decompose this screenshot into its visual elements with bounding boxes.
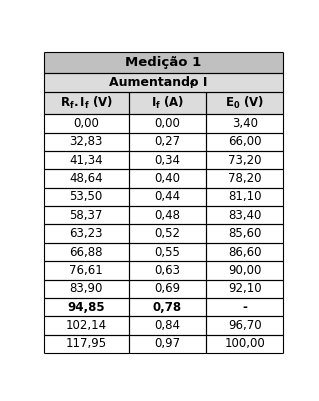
Bar <box>206 151 283 169</box>
Bar <box>44 188 129 206</box>
Text: 0,97: 0,97 <box>154 338 181 350</box>
Text: Aumentando I: Aumentando I <box>109 76 208 89</box>
Bar <box>44 206 129 225</box>
Bar <box>206 279 283 298</box>
Bar <box>206 114 283 133</box>
Bar <box>44 114 129 133</box>
Bar <box>206 243 283 261</box>
Bar <box>44 335 129 353</box>
Text: 96,70: 96,70 <box>228 319 262 332</box>
Text: 0,34: 0,34 <box>154 154 181 167</box>
Bar <box>206 92 283 114</box>
Text: 3,40: 3,40 <box>232 117 258 130</box>
Bar <box>44 316 129 335</box>
Bar <box>44 92 129 114</box>
Bar <box>44 169 129 188</box>
Bar <box>129 316 206 335</box>
Bar <box>129 279 206 298</box>
Text: 83,40: 83,40 <box>228 209 262 222</box>
Text: 0,63: 0,63 <box>154 264 181 277</box>
Text: 0,00: 0,00 <box>73 117 99 130</box>
Text: 0,27: 0,27 <box>154 135 181 148</box>
Bar <box>129 335 206 353</box>
Bar <box>44 243 129 261</box>
Text: 73,20: 73,20 <box>228 154 262 167</box>
Text: 53,50: 53,50 <box>70 190 103 203</box>
Bar <box>44 261 129 279</box>
Text: 81,10: 81,10 <box>228 190 262 203</box>
Bar <box>129 298 206 316</box>
Text: 117,95: 117,95 <box>66 338 107 350</box>
Bar <box>206 133 283 151</box>
Text: 100,00: 100,00 <box>224 338 265 350</box>
Bar <box>206 169 283 188</box>
Bar <box>206 261 283 279</box>
Text: 83,90: 83,90 <box>70 282 103 296</box>
Text: 0,69: 0,69 <box>154 282 181 296</box>
Text: 0,44: 0,44 <box>154 190 181 203</box>
Text: 66,00: 66,00 <box>228 135 262 148</box>
Text: 0,78: 0,78 <box>153 301 182 314</box>
Text: 0,48: 0,48 <box>154 209 181 222</box>
Text: 32,83: 32,83 <box>70 135 103 148</box>
Text: 102,14: 102,14 <box>66 319 107 332</box>
Text: 41,34: 41,34 <box>69 154 103 167</box>
Bar <box>129 133 206 151</box>
Bar <box>129 225 206 243</box>
Text: 0,84: 0,84 <box>154 319 181 332</box>
Bar <box>129 169 206 188</box>
Text: $\mathbf{R_f.I_f\ (V)}$: $\mathbf{R_f.I_f\ (V)}$ <box>60 95 113 111</box>
Bar <box>129 261 206 279</box>
Text: 78,20: 78,20 <box>228 172 262 185</box>
Text: 66,88: 66,88 <box>70 245 103 259</box>
Bar <box>206 206 283 225</box>
Bar <box>206 188 283 206</box>
Text: f: f <box>190 81 194 90</box>
Text: 0,00: 0,00 <box>154 117 180 130</box>
Text: $\mathbf{I_f\ (A)}$: $\mathbf{I_f\ (A)}$ <box>151 95 184 111</box>
Text: 48,64: 48,64 <box>69 172 103 185</box>
Text: 86,60: 86,60 <box>228 245 262 259</box>
Bar <box>129 188 206 206</box>
Text: 85,60: 85,60 <box>228 227 262 240</box>
Bar <box>206 316 283 335</box>
Bar <box>129 92 206 114</box>
Bar <box>206 225 283 243</box>
Text: -: - <box>242 301 247 314</box>
Bar <box>44 298 129 316</box>
Bar <box>129 151 206 169</box>
Bar <box>129 243 206 261</box>
Text: 76,61: 76,61 <box>69 264 103 277</box>
Bar <box>206 298 283 316</box>
Bar <box>129 114 206 133</box>
Text: 58,37: 58,37 <box>70 209 103 222</box>
Text: 92,10: 92,10 <box>228 282 262 296</box>
Text: 90,00: 90,00 <box>228 264 262 277</box>
Bar <box>206 335 283 353</box>
Bar <box>44 151 129 169</box>
Bar <box>129 206 206 225</box>
Bar <box>44 52 283 73</box>
Bar <box>44 133 129 151</box>
Bar <box>44 225 129 243</box>
Text: 0,40: 0,40 <box>154 172 181 185</box>
Text: $\mathbf{E_0\ (V)}$: $\mathbf{E_0\ (V)}$ <box>225 95 264 111</box>
Text: 0,52: 0,52 <box>154 227 181 240</box>
Text: 94,85: 94,85 <box>67 301 105 314</box>
Bar <box>44 279 129 298</box>
Text: Medição 1: Medição 1 <box>125 56 202 69</box>
Text: 0,55: 0,55 <box>154 245 180 259</box>
Bar <box>44 73 283 92</box>
Text: 63,23: 63,23 <box>70 227 103 240</box>
